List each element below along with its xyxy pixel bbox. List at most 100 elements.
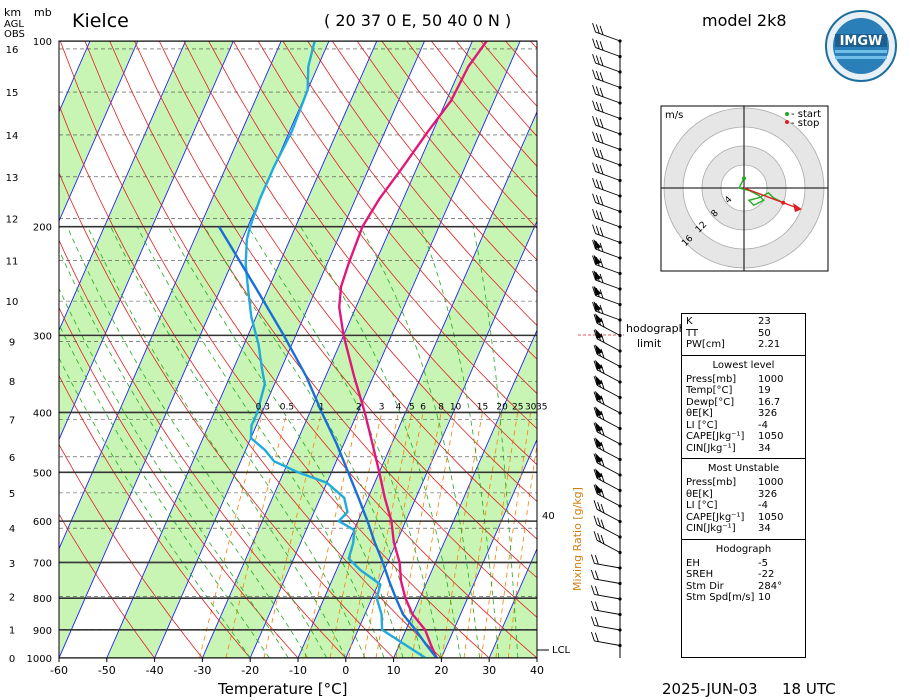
wind-barb-flag xyxy=(594,617,599,627)
wind-barb-pennant xyxy=(595,328,604,339)
km-tick-label: 1 xyxy=(9,625,15,636)
lowest-level-section: Lowest level Press[mb] 1000 Temp[°C] 19 Dewp… xyxy=(682,356,805,459)
wind-barb-flag xyxy=(590,585,595,595)
dewpoint-profile xyxy=(244,41,427,658)
wind-barb-flag xyxy=(593,391,598,401)
mixing-ratio-tick-label: 0.5 xyxy=(280,402,294,412)
mb-unit: mb xyxy=(34,6,52,19)
wind-barb-flag xyxy=(599,41,604,51)
wind-barb-flag xyxy=(600,317,605,328)
station-coordinates: ( 20 37 0 E, 50 40 0 N ) xyxy=(324,11,511,30)
index-name: Temp[°C] xyxy=(686,385,733,396)
isotherm-line xyxy=(59,41,282,550)
isotherm-line xyxy=(440,438,537,658)
dry-adiabat xyxy=(59,41,490,658)
model-label: model 2k8 xyxy=(702,11,787,30)
wind-barb-pennant xyxy=(595,437,604,448)
parcel-path xyxy=(217,226,438,658)
wind-barb-flag xyxy=(593,422,598,432)
index-value: 23 xyxy=(758,316,771,327)
mixing-ratio-tick-label: 3 xyxy=(379,402,385,412)
wind-barb-flag xyxy=(595,210,600,220)
wind-barb-pennant xyxy=(595,421,604,432)
mixing-ratio-tick-label: 25 xyxy=(512,402,523,412)
wind-barb-pennant xyxy=(595,359,604,370)
wind-barb-flag xyxy=(592,224,596,234)
wind-barb-flag xyxy=(593,438,598,448)
mixing-ratio-axis-label: Mixing Ratio [g/kg] xyxy=(571,487,584,591)
dry-adiabat xyxy=(109,41,537,618)
index-name: Press[mb] xyxy=(686,477,737,488)
wind-barb xyxy=(594,625,621,631)
wind-barb xyxy=(595,279,621,290)
index-name: CAPE[Jkg⁻¹] xyxy=(686,431,745,442)
wind-barb-pennant xyxy=(593,270,602,281)
index-value: 2.21 xyxy=(758,339,781,350)
wind-barb xyxy=(594,563,621,569)
index-row: Press[mb] 1000 xyxy=(686,477,801,489)
mixing-ratio-tick-label: 2 xyxy=(356,402,362,412)
index-row: CAPE[Jkg⁻¹] 1050 xyxy=(686,512,801,524)
wind-barb xyxy=(596,493,621,507)
dry-adiabat xyxy=(331,41,537,293)
wind-barb xyxy=(595,310,621,321)
km-tick-label: 16 xyxy=(6,45,19,56)
isotherm-line xyxy=(297,110,537,658)
hodograph-indices-title: Hodograph xyxy=(715,543,772,555)
wind-barb-flag xyxy=(595,194,600,205)
index-name: CIN[Jkg⁻¹] xyxy=(686,523,736,534)
dry-adiabat xyxy=(208,41,537,466)
wind-barb-flag xyxy=(590,616,595,626)
wind-barb xyxy=(595,78,621,88)
wind-barb xyxy=(595,155,621,166)
wind-barb-flag xyxy=(599,134,604,144)
temperature-tick-label: 30 xyxy=(482,664,496,677)
km-tick-label: 9 xyxy=(9,338,15,349)
wind-barb-flag xyxy=(597,517,602,527)
wind-barb-pennant xyxy=(595,452,604,463)
wind-barb-flag xyxy=(600,441,605,452)
index-row: Stm Spd[m/s] 10 xyxy=(686,592,801,604)
wind-barb-flag xyxy=(599,118,604,128)
wind-barb-flag xyxy=(599,103,604,113)
wind-barb-pennant xyxy=(595,468,604,479)
wind-barb-flag xyxy=(599,87,604,97)
wind-barb-pennant xyxy=(593,285,602,296)
km-tick-label: 3 xyxy=(9,559,15,570)
wind-barb-flag xyxy=(600,364,605,374)
index-row: PW[cm] 2.21 xyxy=(686,339,801,351)
agl-label: AGL xyxy=(4,19,24,30)
wind-barb-flag xyxy=(600,348,605,359)
wind-barb-flag xyxy=(593,500,598,510)
temperature-tick-label: -20 xyxy=(241,664,259,677)
index-row: θE[K] 326 xyxy=(686,489,801,501)
wind-barb-flag xyxy=(595,55,600,65)
wind-barb-flag xyxy=(590,569,595,580)
wind-barb xyxy=(596,353,621,367)
wind-barb-flag xyxy=(599,258,604,268)
index-row: CIN[Jkg⁻¹] 34 xyxy=(686,443,801,455)
wind-barb-flag xyxy=(595,163,600,174)
temperature-tick-label: 0 xyxy=(342,664,349,677)
wind-barb-flag xyxy=(592,239,596,250)
obs-label: OBS xyxy=(4,29,25,40)
dry-adiabat xyxy=(59,171,394,658)
wind-barb-pennant xyxy=(595,375,604,386)
moist-adiabat xyxy=(59,357,251,658)
moist-adiabat xyxy=(247,226,442,658)
km-tick-label: 5 xyxy=(9,489,15,500)
wind-barb-flag xyxy=(599,56,604,66)
dry-adiabat xyxy=(59,513,155,658)
wind-barb-flag xyxy=(592,208,596,219)
wind-barb xyxy=(595,93,621,104)
wind-barb xyxy=(595,47,621,57)
wind-barb-flag xyxy=(592,301,596,312)
index-name: K xyxy=(686,316,693,327)
wind-barb-flag xyxy=(593,360,598,370)
footer-time: 18 UTC xyxy=(782,680,836,698)
wind-barb-flag xyxy=(592,38,596,48)
indices-panel: K 23 TT 50 PW[cm] 2.21 Lowest level Press[mb]… xyxy=(681,313,806,658)
hodograph-limit-line1: hodograph xyxy=(626,322,686,335)
mixing-ratio-tick-label: 10 xyxy=(450,402,462,412)
